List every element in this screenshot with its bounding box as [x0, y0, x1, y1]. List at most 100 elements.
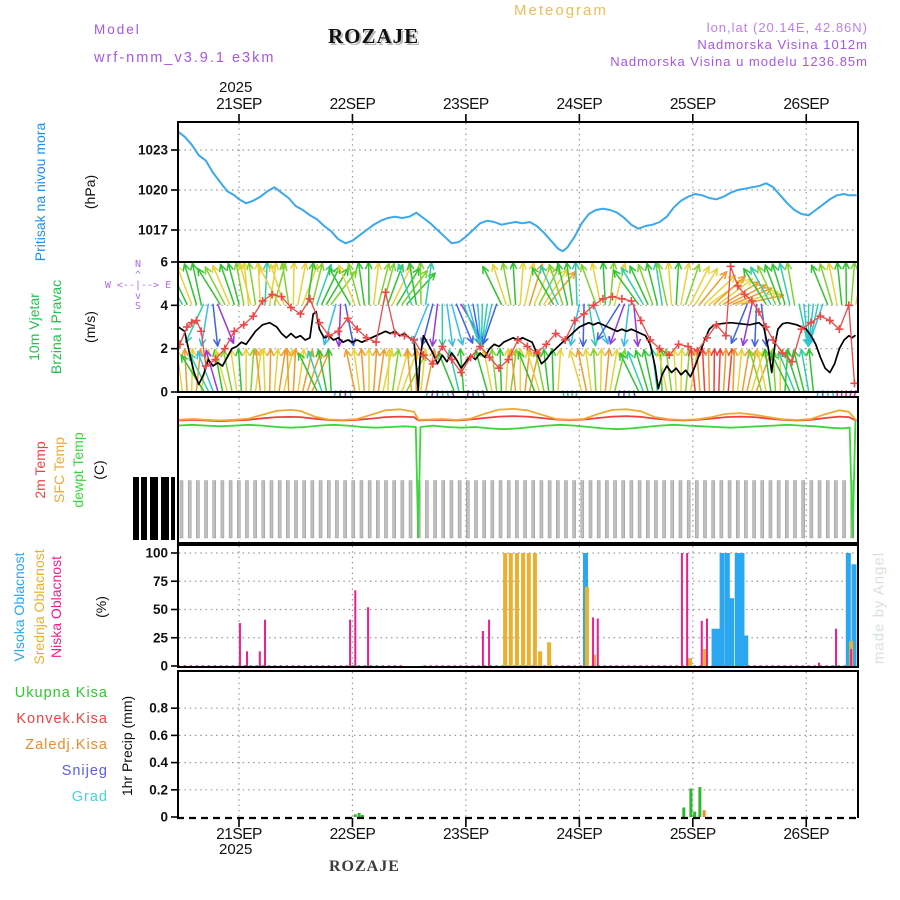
wind-arrow [279, 261, 290, 305]
cloud-bar [687, 658, 692, 666]
wind-arrow [315, 348, 328, 392]
wind-arrow [424, 261, 435, 305]
y-tick-label: 0.2 [149, 782, 168, 797]
gust-plus-marker [428, 359, 437, 368]
gust-plus-marker [726, 262, 735, 271]
wind-arrow [259, 348, 268, 392]
wind-arrow [655, 262, 668, 305]
gust-plus-marker [523, 342, 532, 351]
wind-arrow [626, 351, 644, 392]
cloud-bar [845, 553, 851, 666]
wind-arrow [699, 271, 728, 305]
date-tick-label: 26SEP [783, 96, 829, 113]
gust-plus-marker [740, 290, 749, 299]
compass-up-arrow: ^ [134, 269, 142, 281]
wind-arrow [694, 267, 719, 305]
wind-arrow [291, 348, 300, 392]
gust-plus-marker [589, 301, 598, 310]
wind-arrow [556, 348, 565, 392]
wind-arrow [219, 263, 236, 305]
gust-plus-marker [485, 353, 494, 362]
wind-arrow [850, 261, 857, 305]
wind-arrow [575, 349, 588, 392]
gust-plus-marker [542, 340, 551, 349]
gust-plus-marker [334, 327, 343, 336]
cloud-bar [592, 617, 595, 666]
gust-plus-marker [211, 355, 220, 364]
wind-arrow [763, 264, 781, 305]
wind-arrow [834, 261, 843, 305]
wind-arrow [252, 348, 262, 392]
wind-arrow [273, 348, 282, 392]
wind-arrow [641, 349, 654, 392]
wind-arrow [246, 262, 257, 305]
gust-plus-marker [343, 314, 352, 323]
wind-arrow [629, 265, 649, 305]
wind-arrow [547, 270, 576, 305]
gust-plus-marker [747, 296, 756, 305]
temp-sfc-label: SFC Temp [51, 437, 67, 503]
gust-plus-marker [220, 344, 229, 353]
cloud-bar [532, 553, 537, 666]
wind-arrow [346, 262, 361, 305]
wind-arrow [311, 262, 325, 305]
wind-arrow [306, 350, 323, 392]
gust-plus-marker [192, 316, 201, 325]
gust-plus-marker [636, 316, 645, 325]
cloud-bar [354, 590, 357, 666]
wind-arrow [609, 348, 620, 392]
cloud-bar [258, 651, 261, 666]
wind-arrow [343, 349, 356, 392]
gust-plus-marker [305, 294, 314, 303]
wind-arrow [211, 264, 231, 305]
gust-plus-marker [665, 351, 674, 360]
y-tick-label: 75 [153, 574, 169, 589]
precip-bar [693, 811, 697, 817]
gust-plus-marker [249, 312, 258, 321]
cloud-bar [488, 619, 491, 666]
gust-plus-marker [201, 361, 210, 370]
wind-arrow [596, 303, 621, 341]
wind-arrow [713, 275, 747, 305]
y-tick-label: 50 [153, 602, 168, 617]
cloud-bar [711, 628, 717, 666]
gust-plus-marker [466, 353, 475, 362]
wind-arrow [204, 266, 226, 305]
gust-plus-marker [504, 355, 513, 364]
wind-arrow [455, 303, 474, 344]
cloud-bar [349, 619, 352, 666]
gust-plus-marker [693, 346, 702, 355]
wind-arrow [190, 262, 202, 305]
gust-plus-marker [230, 327, 239, 336]
cloud-bar [596, 618, 599, 666]
wind-arrow [842, 261, 850, 305]
cloud-bar [835, 628, 838, 666]
wind-arrow [509, 261, 518, 305]
wind-arrow [297, 262, 309, 305]
gust-plus-marker [684, 342, 693, 351]
gust-plus-marker [179, 340, 184, 349]
wind-arrow [555, 262, 569, 305]
wind-arrow [730, 348, 739, 392]
wind-arrow [750, 266, 772, 305]
gust-plus-marker [381, 288, 390, 297]
wind-arrow [777, 262, 791, 305]
wind-arrow [391, 348, 402, 392]
cloud-bar [734, 553, 740, 666]
cloud-bar [481, 630, 484, 666]
wind-unit-label: (m/s) [82, 311, 98, 343]
wind-arrow [818, 263, 833, 305]
cloud-bar [246, 651, 249, 666]
wind-arrow [179, 266, 193, 305]
wind-arrow [652, 261, 663, 305]
wind-arrow [599, 261, 608, 305]
wind-arrow [580, 264, 597, 305]
precip-bar [360, 814, 364, 817]
wind-arrow [619, 352, 640, 392]
wind-arrow [180, 354, 205, 392]
wind-arrow [571, 261, 580, 305]
legend-grad: Grad [71, 789, 108, 805]
wind-arrow [364, 261, 373, 305]
wind-arrow [482, 265, 503, 305]
year-label-top: 2025 [219, 79, 253, 96]
